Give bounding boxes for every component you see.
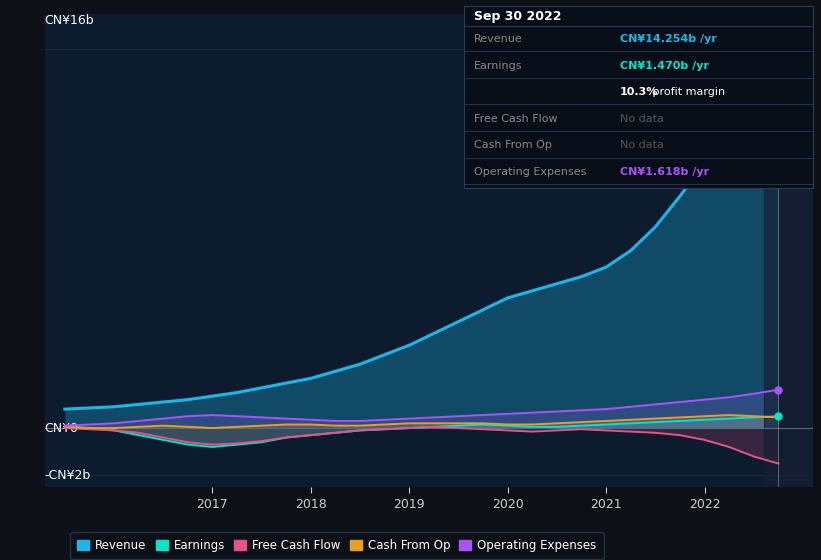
Text: Operating Expenses: Operating Expenses bbox=[474, 167, 586, 177]
Text: Revenue: Revenue bbox=[474, 34, 522, 44]
Text: profit margin: profit margin bbox=[649, 87, 725, 97]
Text: Sep 30 2022: Sep 30 2022 bbox=[474, 10, 562, 23]
Legend: Revenue, Earnings, Free Cash Flow, Cash From Op, Operating Expenses: Revenue, Earnings, Free Cash Flow, Cash … bbox=[70, 532, 603, 559]
Text: No data: No data bbox=[620, 114, 663, 124]
Text: Cash From Op: Cash From Op bbox=[474, 141, 552, 151]
Text: -CN¥2b: -CN¥2b bbox=[44, 469, 90, 482]
Text: CN¥16b: CN¥16b bbox=[44, 14, 94, 27]
Text: Earnings: Earnings bbox=[474, 60, 522, 71]
Bar bbox=[764, 14, 813, 487]
Text: CN¥1.470b /yr: CN¥1.470b /yr bbox=[620, 60, 709, 71]
Text: CN¥1.618b /yr: CN¥1.618b /yr bbox=[620, 167, 709, 177]
Text: CN¥0: CN¥0 bbox=[44, 422, 78, 435]
Text: Free Cash Flow: Free Cash Flow bbox=[474, 114, 557, 124]
Text: CN¥14.254b /yr: CN¥14.254b /yr bbox=[620, 34, 717, 44]
Text: No data: No data bbox=[620, 141, 663, 151]
Text: 10.3%: 10.3% bbox=[620, 87, 658, 97]
